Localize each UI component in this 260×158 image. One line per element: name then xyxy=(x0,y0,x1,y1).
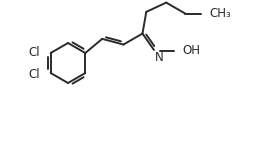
Text: N: N xyxy=(155,51,164,64)
Text: OH: OH xyxy=(182,44,200,58)
Text: Cl: Cl xyxy=(29,69,41,82)
Text: CH₃: CH₃ xyxy=(209,7,231,20)
Text: Cl: Cl xyxy=(29,46,41,58)
